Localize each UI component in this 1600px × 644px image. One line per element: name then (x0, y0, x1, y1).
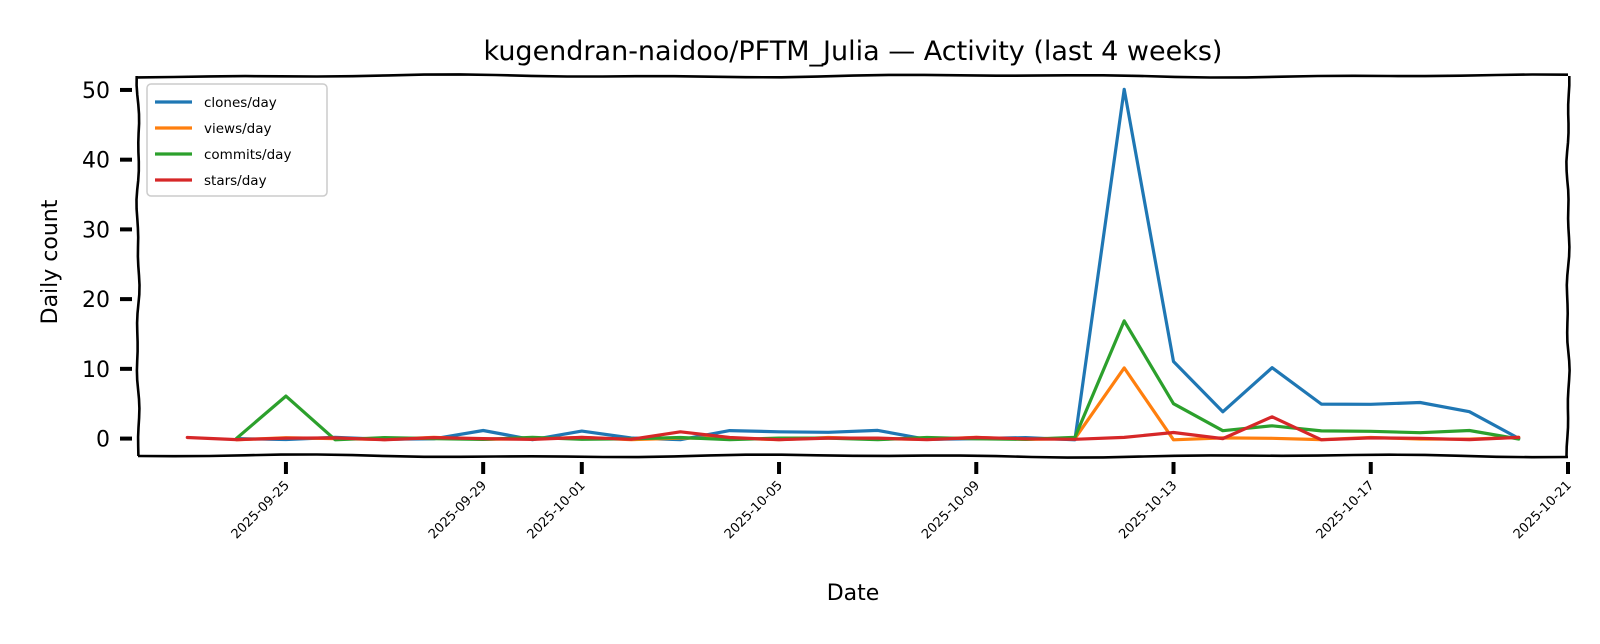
legend-label-stars-day: stars/day (204, 173, 267, 189)
plot-frame (135, 73, 1571, 459)
y-tick-label: 10 (82, 358, 110, 383)
series-line-stars-day (185, 415, 1521, 442)
x-axis-label: Date (827, 581, 880, 606)
frame-right (1565, 76, 1571, 457)
frame-top (137, 73, 1569, 79)
y-tick-label: 40 (82, 149, 110, 174)
x-tick-label: 2025-10-17 (1314, 478, 1378, 542)
y-tick-label: 50 (82, 79, 110, 104)
y-tick-label: 30 (82, 218, 110, 243)
y-tick-label: 0 (96, 428, 110, 453)
series-line-commits-day (235, 319, 1521, 442)
x-tick-label: 2025-10-13 (1116, 478, 1180, 542)
legend-label-views-day: views/day (204, 121, 272, 137)
x-tick-label: 2025-10-01 (525, 478, 589, 542)
chart-title: kugendran-naidoo/PFTM_Julia — Activity (… (484, 36, 1223, 67)
series-layer (185, 87, 1521, 442)
x-axis: 2025-09-25 2025-09-29 2025-10-01 2025-10-05… (229, 462, 1575, 542)
y-axis: 0 10 20 30 40 50 (82, 79, 132, 453)
x-tick-label: 2025-10-21 (1511, 478, 1575, 542)
x-tick-label: 2025-10-05 (722, 478, 786, 542)
y-tick-label: 20 (82, 288, 110, 313)
frame-bottom (137, 453, 1569, 459)
legend-label-commits-day: commits/day (204, 147, 291, 163)
y-axis-label: Daily count (38, 199, 63, 324)
frame-left (135, 75, 141, 457)
legend-label-clones-day: clones/day (204, 95, 277, 111)
x-tick-label: 2025-09-29 (426, 478, 490, 542)
series-line-clones-day (235, 87, 1521, 442)
legend: clones/day views/day commits/day stars/day (146, 83, 328, 197)
x-tick-label: 2025-09-25 (229, 478, 293, 542)
legend-box (146, 83, 328, 197)
x-tick-label: 2025-10-09 (919, 478, 983, 542)
